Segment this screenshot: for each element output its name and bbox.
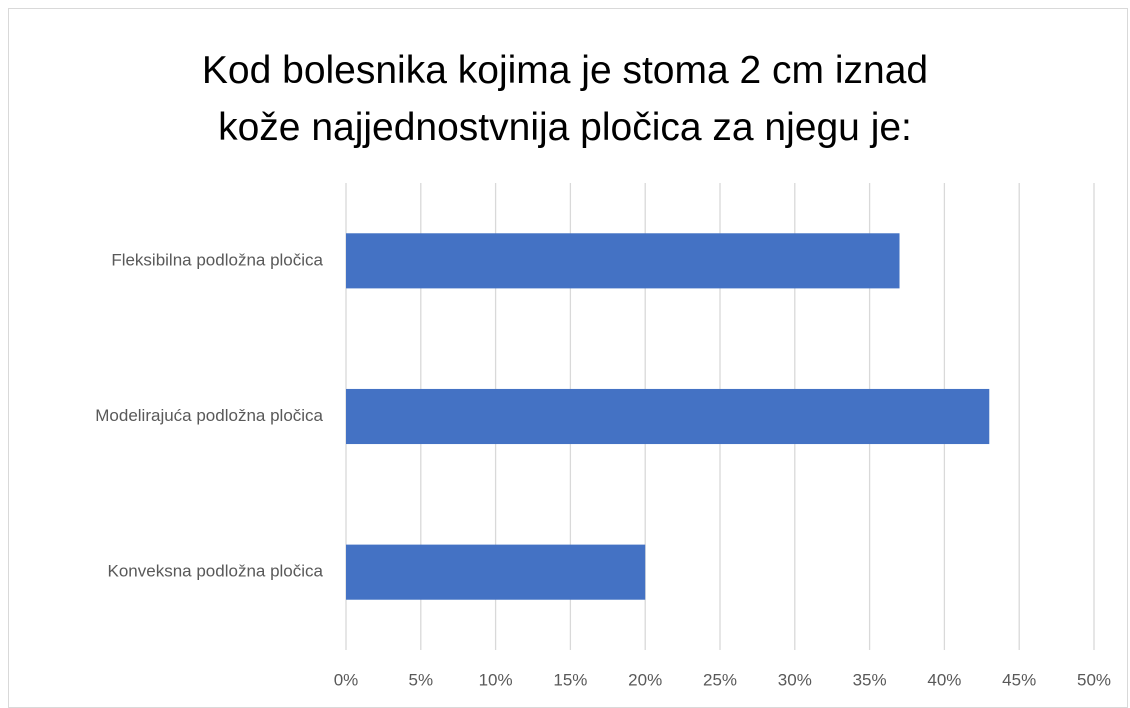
x-tick-label: 30%: [778, 670, 812, 689]
x-tick-label: 15%: [553, 670, 587, 689]
y-tick-label: Fleksibilna podložna pločica: [111, 250, 323, 269]
y-tick-label: Modelirajuća podložna pločica: [95, 406, 323, 425]
y-tick-label: Konveksna podložna pločica: [108, 562, 324, 581]
chart-title: Kod bolesnika kojima je stoma 2 cm iznad…: [201, 49, 929, 149]
x-tick-label: 20%: [628, 670, 662, 689]
x-tick-label: 5%: [409, 670, 434, 689]
x-tick-label: 25%: [703, 670, 737, 689]
x-tick-label: 50%: [1077, 670, 1111, 689]
x-tick-label: 35%: [853, 670, 887, 689]
bar: [346, 233, 900, 289]
x-tick-label: 40%: [927, 670, 961, 689]
x-tick-label: 45%: [1002, 670, 1036, 689]
bar: [346, 544, 646, 600]
bar: [346, 388, 990, 445]
x-tick-label: 0%: [334, 670, 359, 689]
x-tick-label: 10%: [479, 670, 513, 689]
